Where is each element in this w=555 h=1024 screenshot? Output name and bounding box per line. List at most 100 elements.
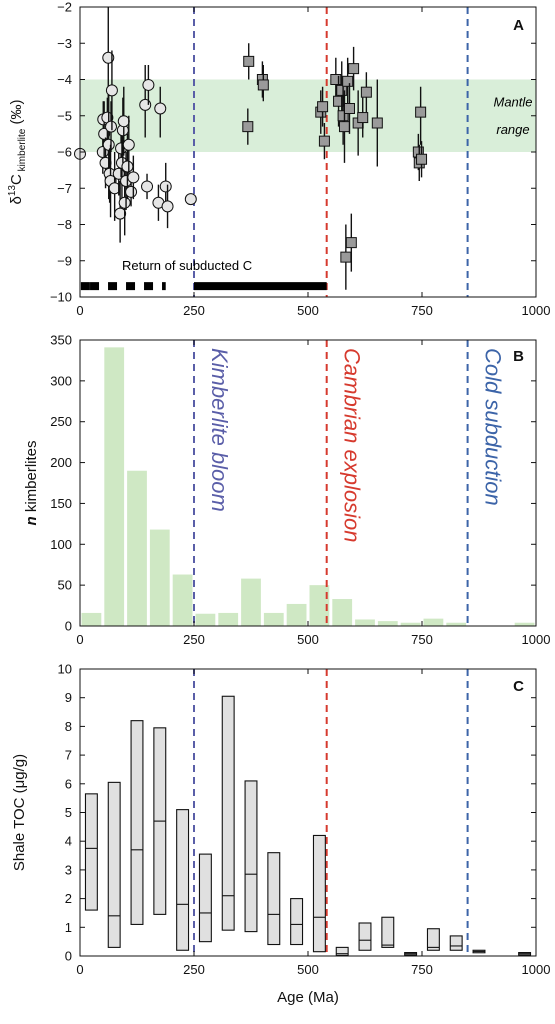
square-point (416, 153, 428, 165)
toc-box (130, 720, 144, 925)
toc-box (312, 834, 326, 953)
toc-box (449, 935, 463, 951)
circle-point (154, 102, 167, 115)
histogram-bar (172, 574, 193, 626)
histogram-bar (104, 347, 125, 626)
histogram-bar (446, 622, 467, 626)
y-tick-label: 7 (65, 748, 72, 763)
y-tick-label: −4 (57, 72, 72, 87)
x-tick-label: 750 (411, 962, 433, 977)
x-tick-label: 500 (297, 303, 319, 318)
y-tick-label: 250 (50, 414, 72, 429)
histogram-bar (514, 622, 535, 626)
isotope-superscript: 13 (7, 185, 18, 197)
kimberlite-bars (81, 347, 535, 626)
square-point (257, 79, 269, 91)
panel-a-letter: A (513, 17, 524, 34)
x-tick-label: 0 (76, 962, 83, 977)
y-tick-label: −8 (57, 217, 72, 232)
square-point (317, 101, 329, 113)
histogram-bar (218, 612, 239, 626)
y-tick-label: 350 (50, 333, 72, 348)
circle-point (184, 193, 197, 206)
circle-point (142, 78, 155, 91)
x-tick-label: 0 (76, 632, 83, 647)
square-point (243, 55, 255, 67)
x-tick-label: 1000 (522, 303, 551, 318)
toc-box (84, 793, 98, 911)
toc-box (381, 916, 395, 948)
panel-b-marker-lines (193, 340, 469, 626)
y-tick-label: −5 (57, 108, 72, 123)
y-tick-label: 6 (65, 776, 72, 791)
circle-point (114, 207, 127, 220)
y-tick-label: −6 (57, 145, 72, 160)
square-point (336, 84, 348, 96)
panel-a: 0 250 500 750 1000 −10 −9 −8 −7 −6 −5 −4 −3 −2 Mantl… (7, 0, 550, 318)
circle-point (159, 180, 172, 193)
histogram-bar (195, 613, 216, 626)
panel-c-letter: C (513, 678, 524, 695)
circle-point (121, 160, 134, 173)
panel-a-y-axis-label: δ13C kimberlite (‰) (7, 99, 28, 204)
y-tick-label: 1 (65, 920, 72, 935)
panel-c-y-ticks: 0 1 2 3 4 5 6 7 8 9 10 (58, 662, 536, 964)
x-tick-label: 500 (297, 632, 319, 647)
y-tick-label: 2 (65, 891, 72, 906)
histogram-bar (400, 622, 421, 626)
event-annotations: Kimberlite bloom Cambrian explosion Cold s… (207, 348, 506, 542)
panel-b-y-axis-label: n kimberlites (23, 440, 40, 525)
x-tick-label: 250 (183, 962, 205, 977)
panel-b: Kimberlite bloom Cambrian explosion Cold s… (23, 333, 550, 648)
circle-point (105, 120, 118, 133)
y-tick-label: 50 (58, 578, 72, 593)
panel-b-x-ticks: 0 250 500 750 1000 (76, 340, 550, 647)
x-tick-label: 250 (183, 632, 205, 647)
y-tick-label: 9 (65, 690, 72, 705)
toc-box (107, 781, 121, 948)
x-tick-label: 1000 (522, 632, 551, 647)
histogram-bar (309, 585, 330, 626)
event-annotation: Cold subduction (481, 348, 506, 506)
subducted-c-label: Return of subducted C (122, 258, 252, 273)
y-tick-label: 8 (65, 719, 72, 734)
delta-symbol: δ (8, 196, 25, 204)
x-tick-label: 250 (183, 303, 205, 318)
square-point (357, 112, 369, 124)
permil-unit: (‰) (8, 99, 25, 128)
panel-a-y-ticks: −10 −9 −8 −7 −6 −5 −4 −3 −2 (50, 0, 536, 305)
circle-point (122, 138, 135, 151)
x-axis-label: Age (Ma) (277, 989, 339, 1006)
square-point (242, 121, 254, 133)
y-tick-label: 150 (50, 496, 72, 511)
circle-point (102, 51, 115, 64)
toc-box (426, 928, 440, 951)
square-point (337, 110, 349, 122)
x-tick-label: 750 (411, 632, 433, 647)
histogram-bar (332, 599, 353, 626)
square-point (338, 121, 350, 133)
circle-point (125, 185, 138, 198)
square-series (242, 43, 428, 290)
histogram-bar (286, 603, 307, 626)
panel-c-marker-lines (193, 669, 469, 956)
panel-b-letter: B (513, 348, 524, 365)
toc-box (198, 853, 212, 943)
square-point (360, 86, 372, 98)
mantle-range-label-line1: Mantle (493, 95, 532, 110)
circle-point (161, 200, 174, 213)
y-tick-label: 5 (65, 805, 72, 820)
y-tick-label: 3 (65, 862, 72, 877)
square-point (330, 74, 342, 85)
panel-b-y-ticks: 0 50 100 150 200 250 300 350 (50, 333, 536, 634)
circle-point (141, 180, 154, 193)
y-tick-label: 300 (50, 373, 72, 388)
event-annotation: Kimberlite bloom (207, 348, 232, 512)
toc-box (358, 922, 372, 951)
toc-box (335, 946, 349, 956)
carbon-symbol: C (8, 174, 25, 185)
circle-point (118, 196, 131, 209)
x-tick-label: 750 (411, 303, 433, 318)
toc-box (267, 852, 281, 946)
